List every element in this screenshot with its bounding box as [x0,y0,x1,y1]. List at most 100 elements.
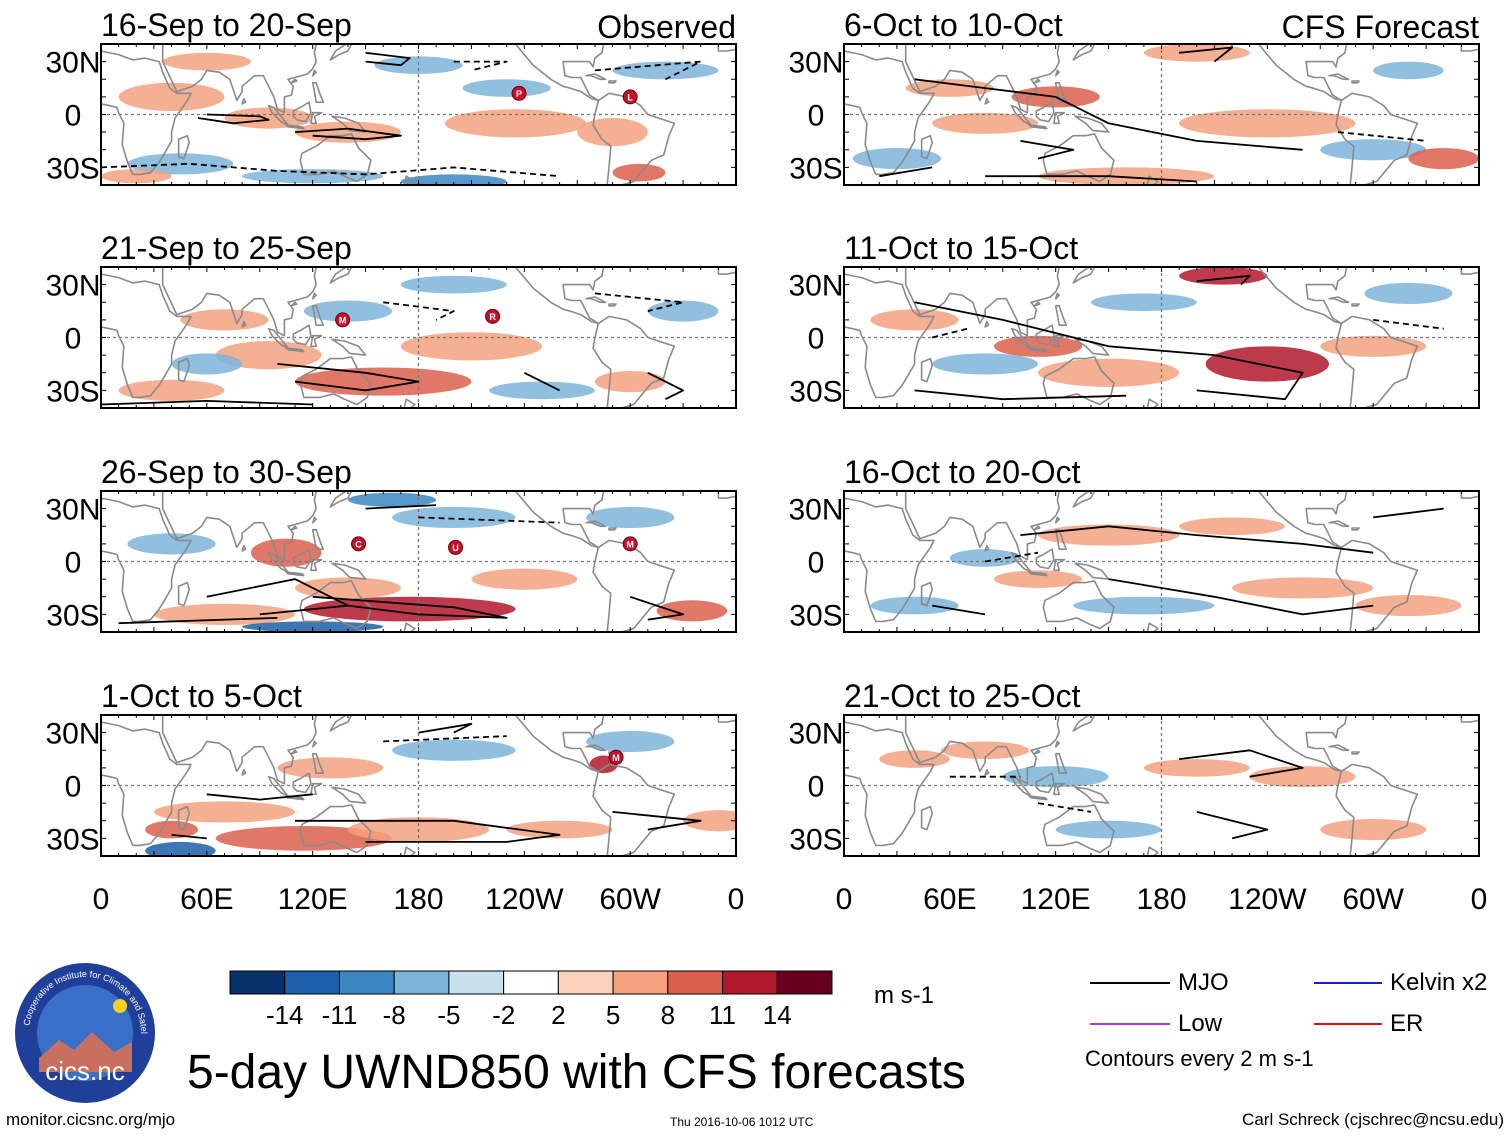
mjo-contour-positive [612,811,702,831]
coastline [1033,525,1041,531]
storm-marker-icon: M [608,749,624,765]
panel-content [844,44,1479,185]
coastline [403,622,416,632]
storm-marker-body [511,85,527,101]
lon-label: 0 [836,883,853,916]
lon-label: 60W [599,883,661,916]
mjo-contour-negative [931,327,968,339]
coastline [1042,133,1115,183]
coastline [1351,80,1360,84]
wind-anomaly-patch [153,603,296,625]
coastline [310,558,323,572]
legend-kelvin: Kelvin x2 [1314,969,1487,997]
coastline [904,715,1060,785]
coastline [177,134,190,160]
coastline [1146,398,1159,408]
coastline [920,134,934,160]
wind-anomaly-patch [1179,109,1356,138]
coastline [177,581,190,607]
mjo-contour-positive [312,595,508,619]
coastline [1054,304,1068,327]
coastline [1072,491,1096,508]
wind-anomaly-patch [127,533,216,555]
storm-marker-body [448,539,464,555]
coastline [844,721,935,847]
colorbar-bin [338,970,395,995]
coastline [1042,804,1115,854]
coastline [292,548,312,570]
coastline [1054,69,1060,77]
coastline [329,715,353,732]
coastline [1053,111,1066,125]
coastline [1072,715,1096,732]
coastline [403,846,416,856]
coastline [1328,296,1350,304]
colorbar-tick-label: 2 [551,1000,565,1030]
wind-anomaly-patch [242,169,384,184]
coastline [331,786,367,804]
lat-label: 0 [65,100,82,133]
mjo-contour-positive [914,389,1127,401]
storm-marker-icon: R [485,308,501,324]
coastline [608,527,617,531]
colorbar-tick-label: 11 [709,1000,736,1030]
storm-letter: C [355,539,362,549]
lat-label: 30S [789,599,842,632]
panel-date-range: 21-Oct to 25-Oct [844,678,1081,714]
map-panel: 6-Oct to 10-Oct CFS Forecast 30N 0 30S [788,7,1480,186]
mjo-contour-positive [914,301,1304,401]
coastline [329,44,353,61]
coastline [1010,327,1032,349]
coastline [920,805,934,831]
coastline [290,78,298,84]
wind-anomaly-patch [374,56,463,74]
coastline [331,562,367,580]
coastline [1074,115,1110,133]
lat-label: 30N [45,47,100,80]
storm-letter: M [612,753,620,763]
wind-anomaly-patch [852,147,942,170]
coastline [310,334,323,348]
wind-anomaly-patch [1320,818,1427,841]
coastline [161,44,318,114]
colorbar-bin [776,970,833,995]
wind-anomaly-patch [1090,293,1197,312]
wind-anomaly-patch [683,810,736,832]
wind-anomaly-patch [277,757,384,779]
coastline [592,763,676,856]
coastline [1054,292,1060,300]
coastline [1146,175,1159,185]
colorbar-bin [667,970,724,995]
mjo-contour-positive [295,819,561,843]
wind-anomaly-patch [1143,759,1250,777]
coastline [241,544,247,552]
wind-anomaly-patch [870,596,959,615]
wind-anomaly-patch [444,109,587,138]
lon-label: 60E [923,883,976,916]
coastline [844,50,935,176]
wind-anomaly-patch [1179,517,1285,536]
website-link[interactable]: monitor.cicsnc.org/mjo [6,1110,176,1129]
coastline [920,357,934,383]
wind-anomaly-patch [1364,282,1453,305]
lon-label: 180 [393,883,443,916]
coastline [1010,775,1032,797]
storm-letter: R [489,312,496,322]
coastline [585,744,607,752]
wind-anomaly-patch [400,174,507,185]
cics-logo: Cooperative Institute for Climate and Sa… [14,962,155,1103]
panel-date-range: 11-Oct to 15-Oct [844,230,1078,266]
legend-line-er [1314,1023,1382,1025]
coastline [311,752,325,775]
lat-label: 30S [789,823,842,856]
mjo-contour-positive [206,578,349,616]
coastline [310,782,323,796]
wind-anomaly-patch [153,801,296,823]
coastline [267,104,289,126]
coastline [292,772,312,794]
mjo-contour-positive [365,504,437,510]
wind-anomaly-patch [180,309,269,331]
lon-label: 120E [1021,883,1091,916]
coastline [311,528,325,551]
